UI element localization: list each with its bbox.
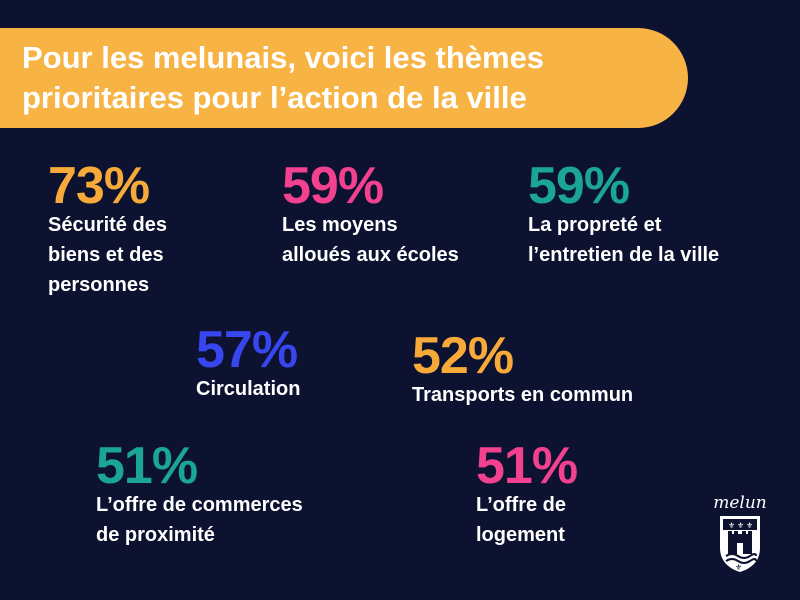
stat-commerces: 51% L’offre de commerces de proximité bbox=[96, 440, 303, 550]
stat-logement: 51% L’offre de logement bbox=[476, 437, 578, 550]
stat-ecoles: 59% Les moyens alloués aux écoles bbox=[282, 160, 459, 270]
stat-percent: 59% bbox=[528, 157, 630, 215]
stat-percent: 52% bbox=[412, 327, 514, 385]
stat-securite: 73% Sécurité des biens et des personnes bbox=[48, 160, 167, 300]
title-banner bbox=[0, 28, 688, 128]
stat-label: Sécurité des biens et des personnes bbox=[48, 214, 167, 296]
stat-percent: 73% bbox=[48, 157, 150, 215]
stat-percent: 51% bbox=[96, 437, 198, 495]
logo-text: melun bbox=[713, 493, 767, 513]
stat-percent: 59% bbox=[282, 157, 384, 215]
stat-percent: 51% bbox=[476, 437, 578, 495]
stat-label: Les moyens alloués aux écoles bbox=[282, 214, 459, 266]
stat-percent: 57% bbox=[196, 321, 298, 379]
svg-text:⚜: ⚜ bbox=[728, 521, 735, 530]
melun-logo: melun ⚜ ⚜ ⚜ ⚜ bbox=[708, 494, 772, 576]
stat-label: Transports en commun bbox=[412, 384, 634, 406]
svg-text:⚜: ⚜ bbox=[737, 521, 744, 530]
stat-label: L’offre de logement bbox=[476, 494, 567, 546]
stat-label: Circulation bbox=[196, 378, 301, 400]
stat-label: La propreté et l’entretien de la ville bbox=[528, 214, 720, 266]
page-title: Pour les melunais, voici les thèmes prio… bbox=[22, 40, 545, 115]
svg-text:⚜: ⚜ bbox=[746, 521, 753, 530]
stat-proprete: 59% La propreté et l’entretien de la vil… bbox=[528, 160, 719, 270]
stat-label: L’offre de commerces de proximité bbox=[96, 494, 303, 546]
stat-transports: 52% Transports en commun bbox=[412, 330, 633, 410]
svg-text:⚜: ⚜ bbox=[735, 563, 742, 572]
stat-circulation: 57% Circulation bbox=[196, 324, 300, 404]
melun-coat-of-arms-icon: ⚜ ⚜ ⚜ ⚜ bbox=[720, 516, 760, 572]
